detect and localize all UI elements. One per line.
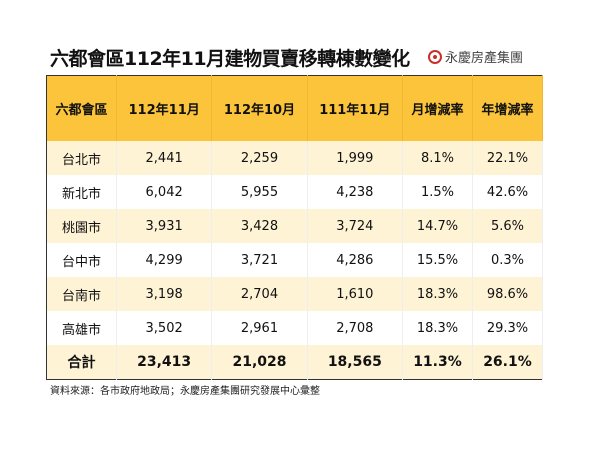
value-cell: 4,238 [307,175,404,209]
column-header: 六都會區 [46,75,117,141]
value-cell: 3,721 [211,243,308,277]
total-row: 合計 23,413 21,028 18,565 11.3% 26.1% [46,345,544,380]
value-cell: 1.5% [402,175,473,209]
table-row: 新北市 6,042 5,955 4,238 1.5% 42.6% [46,175,544,209]
value-cell: 3,502 [116,311,213,345]
value-cell: 0.3% [472,243,544,277]
value-cell: 18.3% [402,311,473,345]
value-cell: 2,259 [211,141,308,175]
table-header-row: 六都會區 112年11月 112年10月 111年11月 月增減率 年增減率 [46,75,544,141]
value-cell: 1,999 [307,141,404,175]
brand-name: 永慶房產集團 [445,51,524,66]
city-cell: 高雄市 [46,311,117,345]
page-title: 六都會區112年11月建物買賣移轉棟數變化 [50,48,410,70]
value-cell: 26.1% [472,345,544,380]
column-header: 112年11月 [116,75,213,141]
value-cell: 2,708 [307,311,404,345]
value-cell: 3,198 [116,277,213,311]
value-cell: 29.3% [472,311,544,345]
value-cell: 5.6% [472,209,544,243]
value-cell: 14.7% [402,209,473,243]
value-cell: 22.1% [472,141,544,175]
value-cell: 18.3% [402,277,473,311]
source-note: 資料來源：各市政府地政局；永慶房產集團研究發展中心彙整 [50,386,320,397]
value-cell: 3,931 [116,209,213,243]
value-cell: 98.6% [472,277,544,311]
city-cell: 新北市 [46,175,117,209]
logo-icon [428,49,442,64]
value-cell: 2,441 [116,141,213,175]
value-cell: 3,724 [307,209,404,243]
value-cell: 4,299 [116,243,213,277]
value-cell: 4,286 [307,243,404,277]
value-cell: 15.5% [402,243,473,277]
column-header: 月增減率 [402,75,473,141]
city-cell: 台中市 [46,243,117,277]
city-cell: 台南市 [46,277,117,311]
table-row: 高雄市 3,502 2,961 2,708 18.3% 29.3% [46,311,544,345]
city-cell: 合計 [46,345,117,380]
column-header: 112年10月 [211,75,308,141]
brand-logo: 永慶房產集團 [428,47,523,66]
table-row: 台中市 4,299 3,721 4,286 15.5% 0.3% [46,243,544,277]
value-cell: 3,428 [211,209,308,243]
value-cell: 18,565 [307,345,404,380]
value-cell: 8.1% [402,141,473,175]
table-row: 台南市 3,198 2,704 1,610 18.3% 98.6% [46,277,544,311]
data-table: 六都會區 112年11月 112年10月 111年11月 月增減率 年增減率 台北市 2,4… [46,75,544,380]
column-header: 111年11月 [307,75,404,141]
value-cell: 5,955 [211,175,308,209]
city-cell: 台北市 [46,141,117,175]
table-row: 桃園市 3,931 3,428 3,724 14.7% 5.6% [46,209,544,243]
value-cell: 1,610 [307,277,404,311]
value-cell: 11.3% [402,345,473,380]
value-cell: 23,413 [116,345,213,380]
value-cell: 2,704 [211,277,308,311]
table-row: 台北市 2,441 2,259 1,999 8.1% 22.1% [46,141,544,175]
city-cell: 桃園市 [46,209,117,243]
value-cell: 6,042 [116,175,213,209]
column-header: 年增減率 [472,75,544,141]
value-cell: 2,961 [211,311,308,345]
value-cell: 42.6% [472,175,544,209]
value-cell: 21,028 [211,345,308,380]
